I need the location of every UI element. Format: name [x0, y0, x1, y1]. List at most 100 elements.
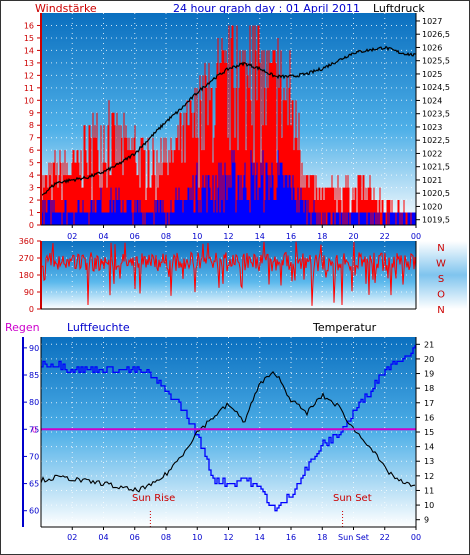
- humidity-tick-label: 90: [29, 344, 39, 353]
- wind-tick-label: 6: [29, 146, 34, 155]
- pressure-tick-label: 1024,5: [422, 83, 450, 92]
- pressure-tick-label: 1023: [422, 123, 442, 132]
- wind-tick-label: 7: [29, 134, 34, 143]
- direction-tick-label: 90: [24, 288, 34, 297]
- pressure-tick-label: 1025,5: [422, 57, 450, 66]
- bot-x-tick-label: 12: [223, 533, 233, 542]
- wind-tick-label: 4: [29, 171, 34, 180]
- top-x-tick-label: 20: [348, 232, 358, 241]
- direction-tick-label: 270: [19, 254, 34, 263]
- wind-tick-label: 2: [29, 196, 34, 205]
- wind-tick-label: 9: [29, 109, 34, 118]
- wind-tick-label: 8: [29, 121, 34, 130]
- bot-x-tick-label: 00: [411, 533, 421, 542]
- page-title: 24 hour graph day : 01 April 2011: [173, 2, 360, 15]
- temperature-axis-title: Temperatur: [312, 321, 377, 334]
- humidity-axis-title: Luftfeuchte: [67, 321, 130, 334]
- temperature-tick-label: 20: [424, 355, 434, 364]
- pressure-tick-label: 1023,5: [422, 110, 450, 119]
- sunset-label: Sun Set: [333, 493, 372, 504]
- bot-x-tick-label: 04: [98, 533, 108, 542]
- top-x-tick-label: 06: [130, 232, 140, 241]
- bot-x-tick-label: 18: [317, 533, 327, 542]
- wind-tick-label: 11: [24, 84, 34, 93]
- humidity-line: [41, 345, 416, 512]
- pressure-tick-label: 1020,5: [422, 189, 450, 198]
- temperature-tick-label: 9: [424, 516, 429, 525]
- humidity-temperature-chart: 60 65 70 75 80 85 90 0 9 10 11 12 13 14 15 16 17 18 19 20 21…: [22, 337, 434, 542]
- bot-x-tick-label: 14: [255, 533, 265, 542]
- humidity-tick-label: 70: [29, 452, 39, 461]
- bot-x-tick-label: 10: [192, 533, 202, 542]
- top-x-tick-label: 12: [223, 232, 233, 241]
- top-x-tick-label: 10: [192, 232, 202, 241]
- bot-x-tick-label: Sun Set: [338, 533, 369, 542]
- compass-label: S: [438, 274, 444, 285]
- temperature-tick-label: 11: [424, 486, 434, 495]
- bot-x-tick-label: 06: [130, 533, 140, 542]
- temperature-tick-label: 10: [424, 501, 434, 510]
- temperature-tick-label: 19: [424, 370, 434, 379]
- temperature-tick-label: 16: [424, 413, 434, 422]
- wind-tick-label: 14: [24, 46, 34, 55]
- wind-tick-label: 12: [24, 71, 34, 80]
- pressure-tick-label: 1022: [422, 149, 442, 158]
- pressure-tick-label: 1021,5: [422, 163, 450, 172]
- top-x-tick-label: 16: [286, 232, 296, 241]
- wind-tick-label: 10: [24, 96, 34, 105]
- wind-axis-title: Windstärke: [35, 2, 97, 15]
- pressure-tick-label: 1026: [422, 43, 442, 52]
- pressure-tick-label: 1025: [422, 70, 442, 79]
- temperature-tick-label: 15: [424, 428, 434, 437]
- compass-label: N: [437, 243, 444, 254]
- wind-tick-label: 5: [29, 159, 34, 168]
- wind-tick-label: 1: [29, 209, 34, 218]
- compass-label: N: [437, 305, 444, 316]
- humidity-tick-label: 85: [29, 371, 39, 380]
- bot-x-tick-label: 02: [67, 533, 77, 542]
- pressure-tick-label: 1020: [422, 202, 442, 211]
- pressure-tick-label: 1022,5: [422, 136, 450, 145]
- direction-tick-label: 0: [29, 305, 34, 314]
- direction-tick-label: 360: [19, 237, 34, 246]
- wind-tick-label: 0: [29, 221, 34, 230]
- bot-x-tick-label: 16: [286, 533, 296, 542]
- compass-label: W: [436, 259, 446, 270]
- humidity-tick-label: 60: [29, 507, 39, 516]
- pressure-axis-title: Luftdruck: [373, 2, 425, 15]
- rain-tick-label: 0: [32, 425, 37, 434]
- top-x-tick-label: 00: [411, 232, 421, 241]
- compass-panel: [419, 241, 467, 309]
- rain-axis-title: Regen: [5, 321, 40, 334]
- pressure-tick-label: 1027: [422, 17, 442, 26]
- temperature-tick-label: 21: [424, 340, 434, 349]
- humidity-tick-label: 65: [29, 480, 39, 489]
- temperature-line: [40, 371, 416, 493]
- wind-direction-line: [40, 241, 417, 306]
- top-x-tick-label: 18: [317, 232, 327, 241]
- pressure-line: [40, 45, 417, 196]
- humidity-tick-label: 80: [29, 398, 39, 407]
- temperature-tick-label: 17: [424, 399, 434, 408]
- wind-tick-label: 3: [29, 184, 34, 193]
- compass-label: O: [437, 290, 445, 301]
- bot-x-tick-label: 22: [380, 533, 390, 542]
- direction-tick-label: 180: [19, 271, 34, 280]
- pressure-tick-label: 1026,5: [422, 30, 450, 39]
- top-x-tick-label: 02: [67, 232, 77, 241]
- top-x-tick-label: 22: [380, 232, 390, 241]
- sunrise-label: Sun Rise: [132, 493, 175, 504]
- temperature-tick-label: 18: [424, 384, 434, 393]
- temperature-tick-label: 13: [424, 457, 434, 466]
- wind-tick-label: 13: [24, 59, 34, 68]
- wind-tick-label: 16: [24, 21, 34, 30]
- temperature-tick-label: 12: [424, 472, 434, 481]
- top-x-tick-label: 08: [161, 232, 171, 241]
- pressure-tick-label: 1019,5: [422, 216, 450, 225]
- wind-tick-label: 15: [24, 34, 34, 43]
- wind-pressure-chart: 0123456789101112131415161019,510201020,5…: [24, 13, 450, 241]
- pressure-tick-label: 1021: [422, 176, 442, 185]
